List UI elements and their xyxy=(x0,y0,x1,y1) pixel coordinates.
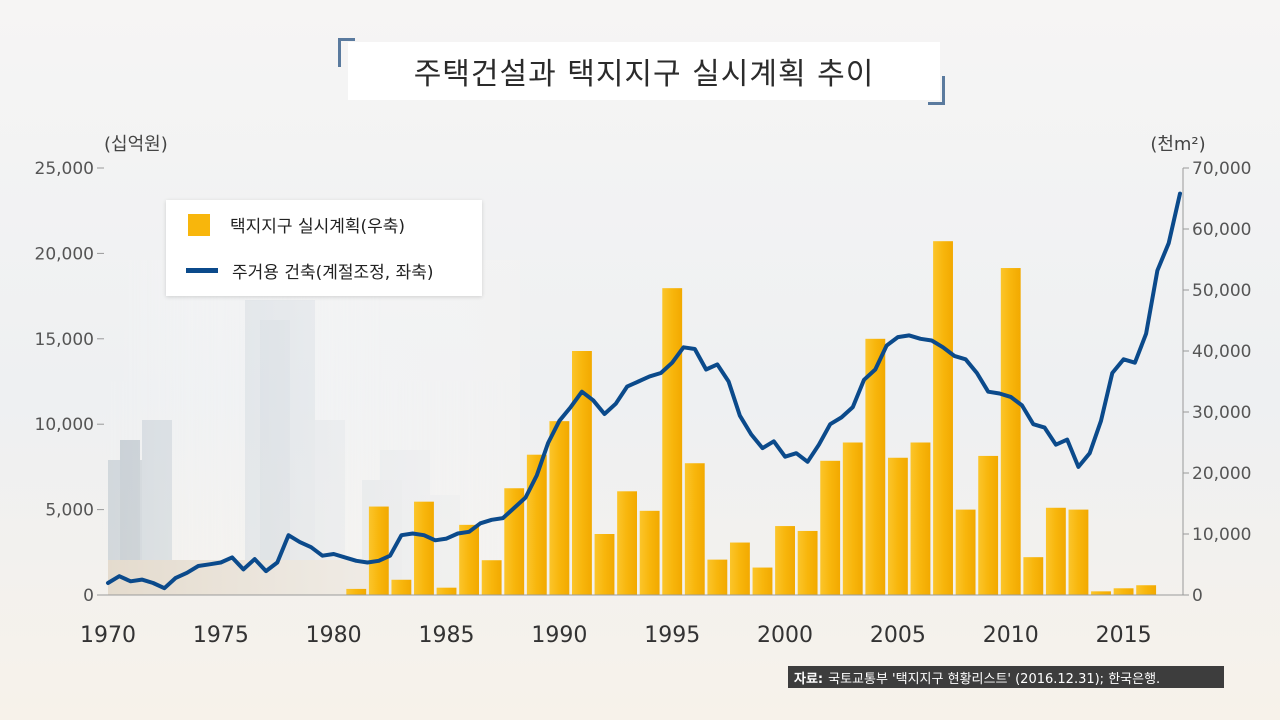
bar-2006 xyxy=(910,442,931,595)
legend-item-line: 주거용 건축(계절조정, 좌축) xyxy=(186,258,434,283)
bar-1997 xyxy=(707,559,728,595)
bar-1994 xyxy=(639,510,660,595)
bar-1993 xyxy=(617,491,638,595)
right-tick-label: 30,000 xyxy=(1192,403,1251,423)
left-axis-ticks: 0 5,000 10,000 15,000 20,000 25,000 xyxy=(35,159,104,606)
bar-2009 xyxy=(978,455,999,595)
left-tick-label: 0 xyxy=(83,586,94,606)
left-tick-label: 25,000 xyxy=(35,159,94,179)
bar-2004 xyxy=(865,338,886,595)
title-bracket-right xyxy=(928,76,945,105)
bar-2014 xyxy=(1091,591,1111,595)
left-tick-label: 20,000 xyxy=(35,244,94,264)
bar-1982 xyxy=(368,506,389,595)
legend: 택지지구 실시계획(우축) 주거용 건축(계절조정, 좌축) xyxy=(166,200,482,296)
bar-2011 xyxy=(1023,557,1044,595)
left-axis-unit: (십억원) xyxy=(104,134,168,155)
right-axis-ticks: 0 10,000 20,000 30,000 40,000 50,000 60,000 70,… xyxy=(1182,159,1251,606)
bar-1985 xyxy=(436,587,457,595)
right-axis-unit: (천m²) xyxy=(1150,134,1205,155)
bar-1981 xyxy=(346,588,367,595)
bar-1984 xyxy=(414,501,434,595)
right-tick-label: 20,000 xyxy=(1192,464,1251,484)
bar-1990 xyxy=(549,421,570,595)
title-box: 주택건설과 택지지구 실시계획 추이 xyxy=(348,42,940,100)
x-tick-label: 2000 xyxy=(757,623,813,648)
bar-1999 xyxy=(752,567,773,595)
line-series xyxy=(106,191,1182,591)
x-tick-label: 1970 xyxy=(80,623,136,648)
x-tick-label: 1990 xyxy=(531,623,587,648)
bar-2001 xyxy=(797,530,818,595)
legend-bar-swatch xyxy=(188,213,210,236)
bar-1983 xyxy=(391,579,412,595)
right-tick-label: 0 xyxy=(1192,586,1203,606)
chart-title: 주택건설과 택지지구 실시계획 추이 xyxy=(413,57,875,92)
right-tick-label: 60,000 xyxy=(1192,220,1251,240)
bar-1995 xyxy=(662,288,683,595)
title-bracket-left xyxy=(338,38,355,67)
x-tick-label: 1985 xyxy=(419,623,475,648)
right-tick-label: 10,000 xyxy=(1192,525,1251,545)
source-note: 자료: 국토교통부 '택지지구 현황리스트' (2016.12.31); 한국은… xyxy=(788,666,1224,688)
x-tick-label: 2010 xyxy=(983,623,1039,648)
right-tick-label: 50,000 xyxy=(1192,281,1251,301)
bar-1986 xyxy=(459,524,480,595)
right-tick-label: 40,000 xyxy=(1192,342,1251,362)
legend-line-label: 주거용 건축(계절조정, 좌축) xyxy=(232,263,434,283)
x-tick-label: 2005 xyxy=(870,623,926,648)
x-tick-label: 1980 xyxy=(306,623,362,648)
left-tick-label: 10,000 xyxy=(35,415,94,435)
bar-2003 xyxy=(842,442,863,595)
bar-2016 xyxy=(1136,585,1157,595)
source-text: 국토교통부 '택지지구 현황리스트' (2016.12.31); 한국은행. xyxy=(828,671,1161,687)
x-tick-label: 1975 xyxy=(193,623,249,648)
legend-bar-label: 택지지구 실시계획(우축) xyxy=(230,217,406,237)
bar-1996 xyxy=(684,463,705,595)
source-label: 자료: xyxy=(794,671,824,687)
left-tick-label: 15,000 xyxy=(35,330,94,350)
x-tick-label: 1995 xyxy=(644,623,700,648)
bar-1998 xyxy=(729,542,750,595)
bar-1987 xyxy=(481,560,502,595)
legend-item-bars: 택지지구 실시계획(우축) xyxy=(188,212,405,237)
bar-2002 xyxy=(820,460,841,595)
bar-2012 xyxy=(1045,507,1066,595)
bar-1991 xyxy=(572,351,592,595)
bar-2008 xyxy=(955,509,976,595)
x-axis-ticks: 1970 1975 1980 1985 1990 1995 2000 2005 2010 2015 xyxy=(80,623,1152,648)
legend-line-swatch xyxy=(186,268,218,273)
bar-2015 xyxy=(1113,588,1134,595)
bar-2005 xyxy=(887,457,908,595)
left-tick-label: 5,000 xyxy=(45,501,94,521)
x-tick-label: 2015 xyxy=(1096,623,1152,648)
bar-2010 xyxy=(1000,268,1021,595)
bar-2007 xyxy=(933,241,953,595)
bar-1992 xyxy=(594,534,615,595)
residential-construction-line xyxy=(106,191,1182,591)
right-tick-label: 70,000 xyxy=(1192,159,1251,179)
bar-1989 xyxy=(526,454,547,595)
bar-series xyxy=(346,241,1157,595)
bar-2013 xyxy=(1068,509,1089,595)
bar-2000 xyxy=(775,526,795,595)
bar-1988 xyxy=(504,488,525,595)
